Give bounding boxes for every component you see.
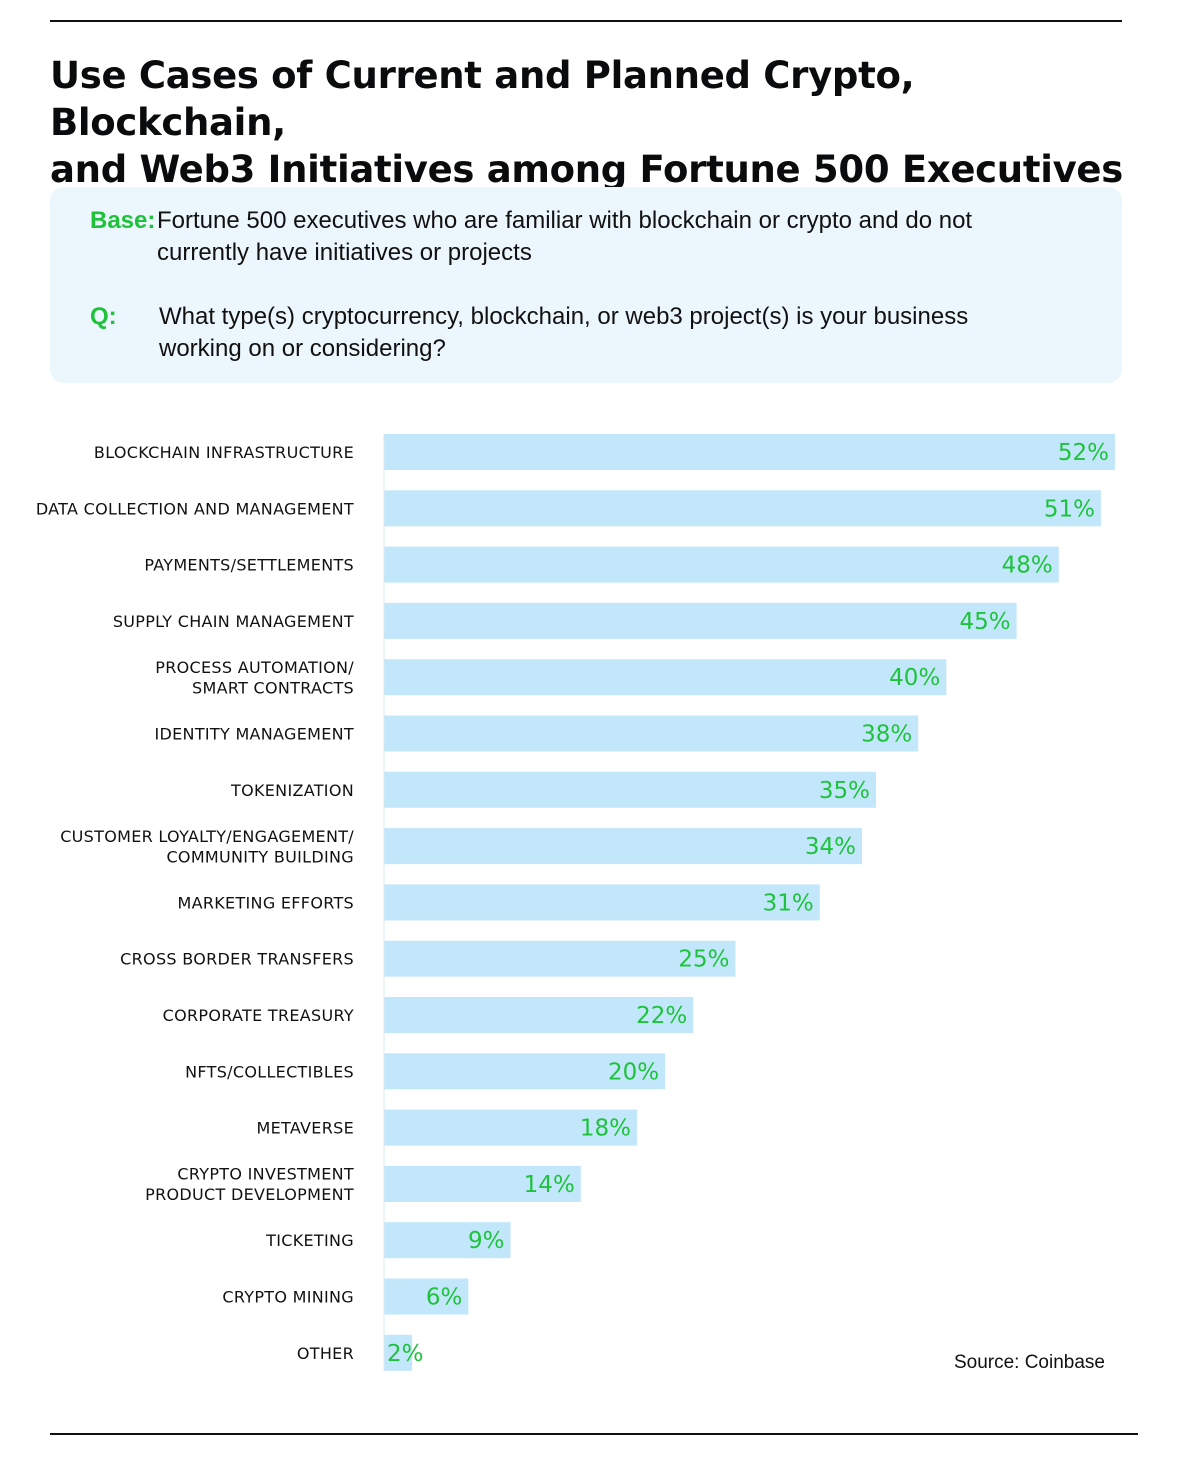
bar-5	[384, 715, 919, 752]
value-label-12: 18%	[580, 1116, 631, 1142]
category-label-1: DATA COLLECTION AND MANAGEMENT	[36, 499, 354, 518]
bar-11	[384, 1053, 666, 1090]
bar-0	[384, 434, 1115, 470]
bar-14	[384, 1222, 511, 1259]
category-label-15: CRYPTO MINING	[222, 1288, 354, 1307]
base-text: Fortune 500 executives who are familiar …	[157, 207, 973, 266]
category-label-14: TICKETING	[265, 1231, 354, 1250]
value-label-9: 25%	[678, 947, 729, 973]
question-key: Q:	[90, 303, 117, 330]
category-label-13: CRYPTO INVESTMENT PRODUCT DEVELOPMENT	[145, 1165, 354, 1205]
base-key: Base:	[90, 207, 156, 234]
value-label-16: 2%	[387, 1341, 424, 1367]
bar-13	[384, 1165, 581, 1202]
title-line-2: and Web3 Initiatives among Fortune 500 E…	[50, 148, 1123, 191]
value-label-10: 22%	[636, 1003, 687, 1029]
value-label-0: 52%	[1058, 440, 1109, 466]
source-note: Source: Coinbase	[953, 1352, 1105, 1373]
bar-2	[384, 546, 1059, 583]
bar-10	[384, 997, 694, 1033]
bar-12	[384, 1109, 638, 1146]
bar-3	[384, 602, 1017, 639]
value-label-7: 34%	[805, 834, 856, 860]
value-label-11: 20%	[608, 1059, 659, 1085]
category-label-6: TOKENIZATION	[230, 781, 354, 800]
bar-15	[384, 1278, 469, 1315]
bar-8	[384, 884, 820, 921]
value-label-15: 6%	[426, 1285, 463, 1311]
category-label-3: SUPPLY CHAIN MANAGEMENT	[113, 612, 354, 631]
top-rule	[50, 20, 1122, 22]
bar-4	[384, 659, 947, 696]
bottom-rule	[50, 1433, 1138, 1435]
value-label-3: 45%	[959, 609, 1010, 635]
bar-9	[384, 940, 736, 977]
value-label-6: 35%	[819, 778, 870, 804]
category-label-0: BLOCKCHAIN INFRASTRUCTURE	[94, 443, 354, 462]
title-line-1: Use Cases of Current and Planned Crypto,…	[50, 54, 915, 144]
category-label-16: OTHER	[297, 1344, 354, 1363]
value-label-1: 51%	[1044, 496, 1095, 522]
category-label-5: IDENTITY MANAGEMENT	[155, 725, 355, 744]
category-label-8: MARKETING EFFORTS	[177, 893, 354, 912]
value-label-2: 48%	[1002, 553, 1053, 579]
category-label-4: PROCESS AUTOMATION/SMART CONTRACTS	[155, 658, 354, 698]
bar-7	[384, 828, 862, 865]
category-label-2: PAYMENTS/SETTLEMENTS	[144, 556, 354, 575]
value-label-4: 40%	[889, 665, 940, 691]
bar-6	[384, 771, 877, 808]
category-label-11: NFTS/COLLECTIBLES	[185, 1062, 354, 1081]
category-label-9: CROSS BORDER TRANSFERS	[120, 950, 354, 969]
bar-chart: BLOCKCHAIN INFRASTRUCTURE 52% DATA COLLECT…	[36, 434, 1115, 1371]
category-label-7: CUSTOMER LOYALTY/ENGAGEMENT/COMMUNITY BU…	[60, 827, 354, 867]
value-label-8: 31%	[763, 890, 814, 916]
value-label-5: 38%	[861, 722, 912, 748]
question-text: What type(s) cryptocurrency, blockchain,…	[159, 303, 969, 362]
bar-16	[384, 1334, 413, 1371]
category-label-10: CORPORATE TREASURY	[163, 1006, 354, 1025]
chart-title: Use Cases of Current and Planned Crypto,…	[50, 52, 1140, 193]
category-label-12: METAVERSE	[256, 1119, 354, 1138]
value-label-13: 14%	[524, 1172, 575, 1198]
question-info-box: Base: Fortune 500 executives who are fam…	[50, 187, 1122, 383]
bar-1	[384, 490, 1101, 527]
value-label-14: 9%	[468, 1228, 505, 1254]
